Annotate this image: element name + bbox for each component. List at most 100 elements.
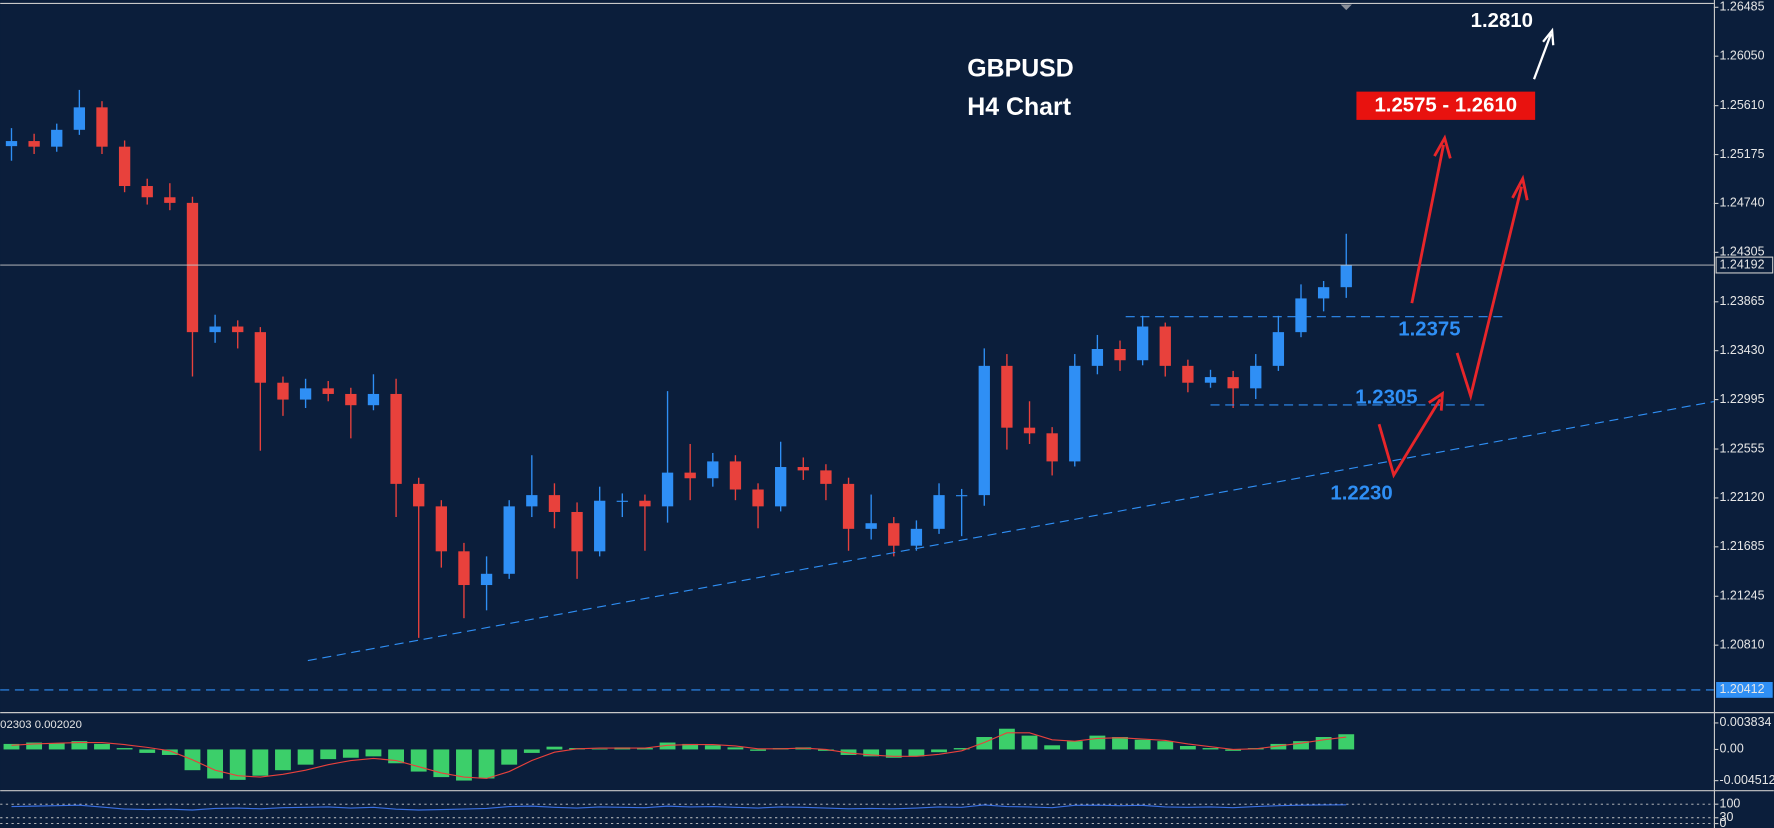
candle-body [390, 393, 402, 484]
candle-body [684, 472, 696, 479]
candle-body [1250, 365, 1262, 389]
candle-body [616, 500, 628, 502]
macd-bar [94, 743, 110, 750]
y-tick-label: 1.22120 [1720, 490, 1765, 504]
macd-bar [1293, 741, 1309, 750]
candle-body [73, 107, 86, 130]
candle-body [458, 551, 470, 586]
macd-bar [998, 728, 1015, 750]
candle-body [752, 489, 764, 507]
macd-bar [478, 749, 495, 779]
target-arrow [1532, 27, 1555, 80]
macd-bar [139, 749, 156, 753]
rsi-line [11, 804, 1347, 811]
candle-body [141, 186, 153, 198]
y-tick-label: 1.23430 [1720, 343, 1765, 357]
macd-bar [976, 737, 993, 750]
y-tick-label: 0.00 [1720, 742, 1744, 756]
macd-bar [3, 743, 20, 750]
macd-bar [1066, 741, 1083, 750]
support-line-box [1716, 681, 1773, 698]
candle-body [933, 495, 945, 529]
macd-bar [953, 748, 970, 750]
macd-bar [1157, 741, 1174, 750]
level-label: 1.2305 [1355, 387, 1417, 409]
candle-body [1046, 433, 1058, 462]
macd-bar [931, 749, 947, 753]
candle-body [1204, 377, 1217, 383]
candle-body [865, 523, 877, 529]
macd-label: 02303 0.002020 [0, 719, 82, 731]
y-tick-label: 1.24305 [1720, 245, 1765, 259]
candle-body [118, 146, 131, 187]
arrow-head [1511, 174, 1529, 201]
level-label: 1.2375 [1398, 319, 1460, 341]
candle-body [639, 500, 651, 507]
candle-body [1227, 377, 1239, 389]
y-tick-label: 100 [1720, 796, 1741, 810]
macd-bar [704, 745, 721, 750]
macd-bar [71, 741, 88, 750]
candle-body [1136, 326, 1149, 361]
macd-bar [637, 748, 653, 750]
candle-body [956, 495, 968, 497]
last-price-box [1715, 256, 1774, 274]
candle-body [1001, 365, 1013, 428]
macd-bar [840, 749, 857, 755]
arrow [1455, 186, 1523, 402]
macd-bar [1044, 745, 1061, 750]
candle-body [299, 388, 312, 400]
candle-body [413, 483, 425, 507]
candle-body [910, 528, 923, 546]
candle-body [209, 326, 221, 333]
macd-bar [908, 749, 925, 757]
candle-body [978, 365, 990, 496]
candle-body [797, 467, 809, 471]
macd-bar [1112, 737, 1128, 750]
macd-bar [116, 748, 133, 750]
support-line-label: 1.20412 [1720, 682, 1765, 696]
macd-bar [501, 749, 518, 765]
macd-bar [659, 742, 676, 750]
macd-bar [750, 749, 766, 751]
y-tick-label: 1.25610 [1720, 98, 1765, 112]
macd-bar [161, 749, 178, 755]
candle-body [1182, 365, 1194, 383]
candle-body [1091, 348, 1104, 366]
y-tick-label: 30 [1720, 810, 1734, 824]
macd-bar [320, 749, 337, 760]
y-tick-label: 0 [1720, 816, 1727, 828]
candle-body [842, 483, 855, 529]
candle-body [96, 107, 108, 147]
arrow-head [1433, 134, 1452, 159]
macd-bar [297, 749, 314, 765]
candle-body [729, 461, 742, 490]
candle-body [707, 461, 719, 479]
y-tick-label: 1.20810 [1720, 637, 1765, 651]
candle-body [232, 326, 244, 333]
y-tick-label: 1.21685 [1720, 539, 1765, 553]
arrow [1532, 33, 1553, 80]
candle-body [820, 470, 832, 484]
level-label: 1.2230 [1330, 483, 1392, 505]
candle-body [5, 141, 18, 147]
y-tick-label: 1.22555 [1720, 441, 1765, 455]
y-tick-label: -0.004512 [1720, 773, 1774, 787]
target-zone-label: 1.2575 - 1.2610 [1374, 95, 1517, 117]
candle-body [28, 141, 40, 147]
candle-body [1114, 348, 1126, 361]
macd-bar [342, 749, 359, 758]
chart-subtitle: H4 Chart [967, 93, 1071, 121]
candle-body [435, 506, 447, 552]
macd-bar [1225, 749, 1242, 751]
macd-bar [1021, 735, 1038, 750]
candle-body [594, 500, 606, 552]
y-tick-label: 1.22995 [1720, 392, 1765, 406]
macd-bar [365, 749, 382, 757]
candle-body [1340, 265, 1352, 288]
candle-body [503, 506, 515, 574]
y-tick-label: 1.21245 [1720, 589, 1765, 603]
